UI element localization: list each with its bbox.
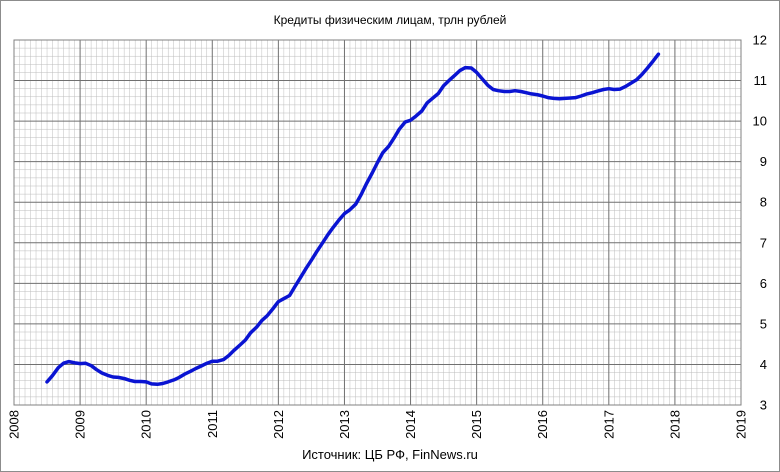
x-tick-label: 2019 — [734, 410, 749, 439]
y-axis-tick-labels: 3 4 5 6 7 8 9 10 11 12 — [753, 33, 767, 413]
y-tick-label: 5 — [760, 316, 767, 331]
x-tick-label: 2010 — [139, 410, 154, 439]
x-tick-label: 2012 — [271, 410, 286, 439]
source-note: Источник: ЦБ РФ, FinNews.ru — [302, 447, 478, 462]
x-tick-label: 2011 — [205, 410, 220, 438]
x-tick-label: 2009 — [73, 410, 88, 439]
x-tick-label: 2017 — [601, 410, 616, 439]
x-axis-tick-labels: 2008 2009 2010 2011 2012 2013 2014 2015 2016 2017… — [7, 410, 749, 439]
y-tick-label: 7 — [760, 235, 767, 250]
series-line-loans — [45, 52, 661, 387]
y-tick-label: 6 — [760, 276, 767, 291]
y-tick-label: 8 — [760, 195, 767, 210]
x-tick-label: 2013 — [337, 410, 352, 439]
y-tick-label: 12 — [753, 33, 767, 48]
x-tick-label: 2016 — [535, 410, 550, 439]
x-tick-label: 2018 — [667, 410, 682, 439]
x-tick-label: 2008 — [7, 410, 22, 439]
minor-gridlines — [14, 40, 741, 405]
y-tick-label: 3 — [760, 398, 767, 413]
x-tick-label: 2015 — [469, 410, 484, 439]
y-tick-label: 11 — [754, 73, 768, 88]
chart-title: Кредиты физическим лицам, трлн рублей — [273, 13, 507, 27]
y-tick-label: 9 — [760, 154, 767, 169]
x-tick-label: 2014 — [403, 410, 418, 439]
plot-area-border — [13, 39, 742, 406]
y-tick-label: 4 — [760, 357, 767, 372]
y-tick-label: 10 — [753, 114, 767, 129]
